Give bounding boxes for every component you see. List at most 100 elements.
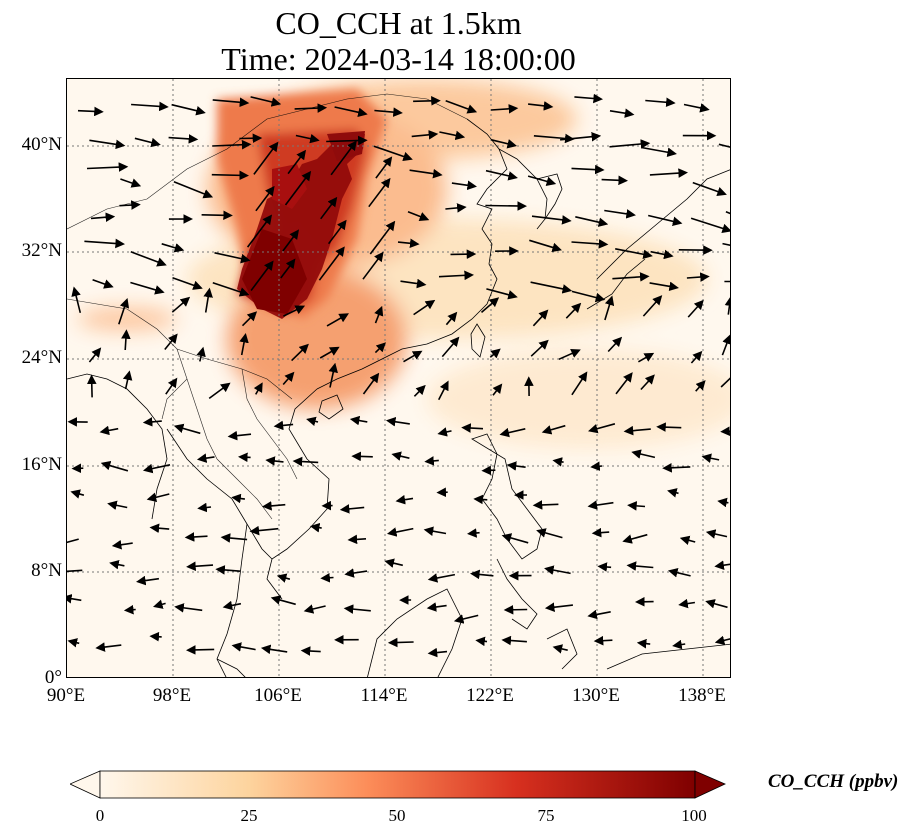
colorbar-extend-min: [70, 770, 101, 799]
wind-arrow: [627, 501, 646, 511]
wind-arrow: [641, 146, 677, 157]
wind-arrow: [343, 604, 371, 614]
wind-arrow: [146, 492, 170, 502]
wind-arrow: [220, 533, 248, 543]
wind-arrow: [300, 646, 321, 656]
wind-arrow: [374, 107, 403, 117]
wind-arrow: [491, 104, 519, 114]
wind-arrow: [424, 456, 439, 466]
map-timestamp: Time: 2024-03-14 18:00:00: [221, 41, 576, 77]
wind-arrow: [276, 573, 291, 583]
wind-arrow: [77, 106, 104, 117]
wind-arrow: [149, 631, 162, 642]
colorbar: [70, 770, 726, 799]
wind-arrow: [588, 423, 616, 434]
wind-arrow: [395, 494, 414, 505]
wind-arrow: [701, 453, 720, 463]
map-canvas: [67, 79, 730, 677]
wind-arrow: [212, 282, 250, 297]
wind-arrow: [292, 456, 319, 467]
wind-arrow: [326, 313, 349, 327]
wind-arrow: [149, 523, 170, 534]
wind-arrow: [400, 278, 427, 289]
wind-arrow: [597, 562, 612, 572]
lon-tick-122e: 122°E: [466, 685, 514, 706]
wind-arrow: [375, 156, 393, 179]
wind-arrow: [386, 527, 414, 537]
wind-arrow: [687, 299, 704, 318]
wind-arrow: [174, 603, 203, 613]
wind-arrow: [250, 96, 282, 107]
wind-arrow: [212, 139, 252, 150]
wind-arrow: [351, 451, 373, 462]
wind-arrow: [238, 452, 251, 463]
wind-arrow: [186, 561, 214, 572]
wind-arrow: [172, 276, 203, 290]
wind-arrow: [527, 175, 557, 186]
wind-arrow: [253, 382, 263, 395]
wind-arrow: [501, 635, 527, 646]
wind-arrow: [612, 272, 650, 282]
wind-arrow: [142, 417, 162, 427]
wind-arrow: [686, 272, 710, 282]
wind-arrow: [131, 101, 169, 112]
wind-arrow: [532, 309, 549, 327]
wind-arrow: [397, 238, 420, 249]
wind-arrow: [287, 149, 307, 175]
wind-arrow: [529, 239, 562, 253]
wind-arrow: [387, 637, 414, 648]
wind-arrow: [374, 342, 386, 354]
wind-arrow: [683, 103, 710, 113]
wind-arrow: [67, 569, 83, 573]
wind-arrow: [70, 489, 85, 499]
wind-arrow: [161, 243, 185, 253]
wind-arrow: [334, 106, 368, 117]
wind-arrow: [121, 329, 131, 351]
wind-arrow: [374, 305, 384, 324]
wind-arrow: [211, 170, 249, 181]
wind-arrow: [86, 162, 129, 172]
wind-arrow: [67, 538, 79, 544]
wind-arrow: [615, 248, 653, 259]
lat-tick-16n: 16°N: [21, 454, 62, 475]
wind-arrow: [544, 565, 571, 575]
wind-arrow: [196, 453, 215, 463]
wind-arrow: [373, 145, 413, 162]
wind-arrow: [391, 451, 410, 461]
wind-arrow: [705, 529, 728, 539]
wind-arrow: [214, 252, 251, 264]
wind-arrow: [467, 528, 480, 538]
wind-arrow: [604, 209, 636, 219]
wind-arrow: [445, 203, 467, 213]
wind-arrow: [607, 336, 623, 353]
wind-arrow: [67, 593, 82, 604]
wind-arrow: [249, 525, 279, 536]
wind-arrow: [168, 134, 199, 144]
wind-arrow: [260, 644, 288, 655]
wind-arrow: [280, 258, 296, 279]
wind-arrow: [445, 311, 458, 326]
wind-arrow: [118, 297, 130, 325]
wind-arrow: [609, 139, 651, 149]
wind-arrow: [718, 143, 730, 148]
colorbar-extend-max: [694, 770, 726, 799]
wind-arrow: [705, 599, 728, 609]
wind-arrow: [438, 270, 474, 281]
wind-arrow: [722, 242, 730, 246]
wind-arrow: [692, 181, 727, 197]
wind-arrow: [571, 164, 605, 175]
wind-arrow: [123, 604, 136, 615]
wind-arrow: [173, 423, 201, 435]
wind-arrow: [690, 350, 703, 364]
wind-arrow: [558, 349, 581, 361]
lon-tick-138e: 138°E: [678, 685, 726, 706]
wind-arrow: [631, 449, 656, 459]
lon-tick-114e: 114°E: [360, 685, 408, 706]
wind-arrow: [119, 200, 141, 210]
wind-arrow: [294, 103, 328, 113]
wind-arrow: [470, 569, 494, 580]
wind-arrow: [437, 380, 449, 401]
wind-arrow: [109, 559, 125, 570]
wind-arrow: [250, 260, 274, 291]
wind-arrow: [153, 599, 166, 609]
